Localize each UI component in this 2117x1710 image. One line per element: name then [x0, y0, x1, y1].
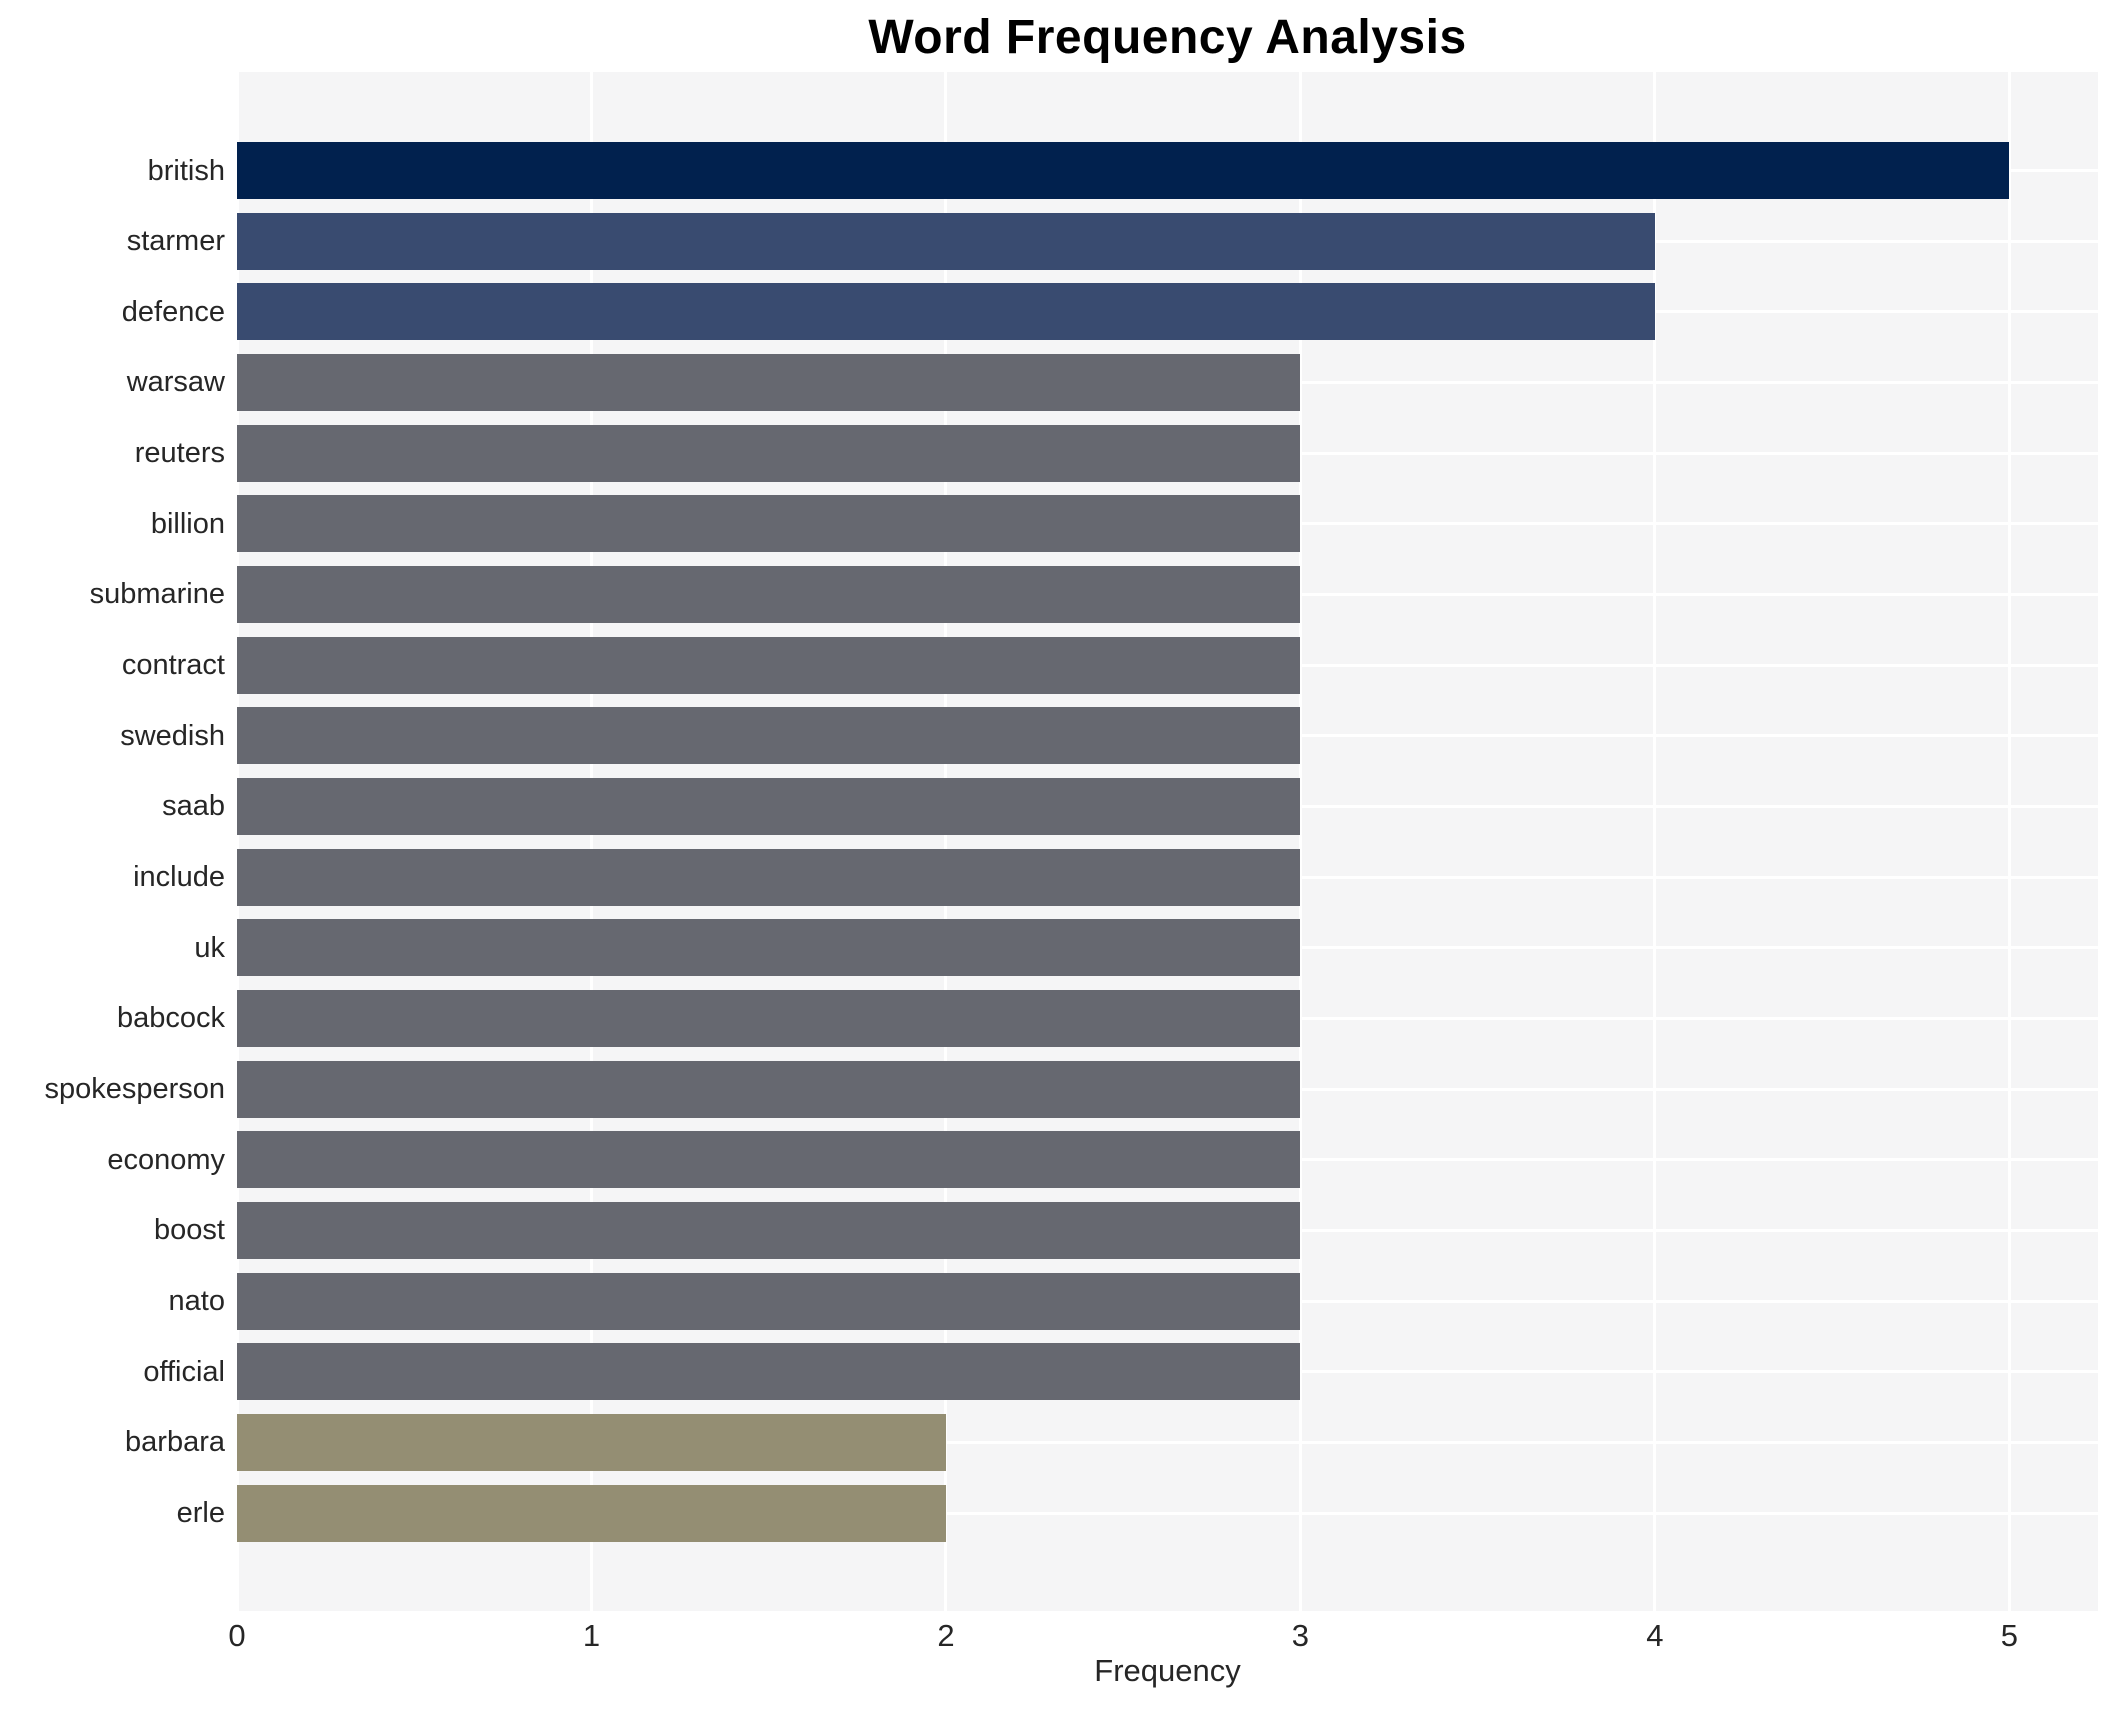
- y-axis-labels: british starmer defence warsaw reuters billio…: [0, 0, 225, 1710]
- y-tick-label: defence: [121, 295, 225, 328]
- y-tick-label: starmer: [126, 225, 225, 258]
- y-tick-label: billion: [150, 507, 225, 540]
- y-tick-label: contract: [121, 649, 225, 682]
- bar-billion: [237, 495, 1301, 553]
- bar-nato: [237, 1272, 1301, 1330]
- y-tick-label: uk: [194, 931, 225, 964]
- bar-economy: [237, 1131, 1301, 1189]
- vertical-gridline: [237, 72, 239, 1611]
- bar-defence: [237, 283, 1655, 341]
- x-tick-label: 2: [937, 1618, 955, 1653]
- bar-swedish: [237, 707, 1301, 765]
- y-tick-label: saab: [162, 790, 225, 823]
- x-axis-title: Frequency: [1094, 1653, 1241, 1688]
- y-tick-label: babcock: [116, 1002, 225, 1035]
- x-tick-label: 4: [1646, 1618, 1664, 1653]
- y-tick-label: economy: [107, 1143, 225, 1176]
- chart-title: Word Frequency Analysis: [868, 11, 1467, 64]
- bar-spokesperson: [237, 1060, 1301, 1118]
- bar-barbara: [237, 1413, 946, 1471]
- bar-reuters: [237, 424, 1301, 482]
- plot-area: [237, 72, 2098, 1611]
- bar-erle: [237, 1484, 946, 1542]
- bar-uk: [237, 919, 1301, 977]
- bar-starmer: [237, 212, 1655, 270]
- y-tick-label: warsaw: [126, 366, 225, 399]
- x-tick-label: 1: [582, 1618, 601, 1653]
- y-tick-label: spokesperson: [44, 1073, 225, 1106]
- bar-submarine: [237, 565, 1301, 623]
- bar-official: [237, 1343, 1301, 1401]
- bar-boost: [237, 1201, 1301, 1259]
- y-tick-label: boost: [154, 1214, 225, 1247]
- y-tick-label: submarine: [89, 578, 225, 611]
- y-tick-label: include: [133, 861, 225, 894]
- y-tick-label: barbara: [125, 1426, 225, 1459]
- bar-contract: [237, 636, 1301, 694]
- horizontal-gridline: [237, 1440, 2098, 1444]
- x-tick-label: 3: [1291, 1618, 1310, 1653]
- y-tick-label: swedish: [120, 719, 225, 752]
- vertical-gridline: [1653, 72, 1657, 1611]
- vertical-gridline: [1298, 72, 1302, 1611]
- bar-include: [237, 848, 1301, 906]
- bar-warsaw: [237, 353, 1301, 411]
- bar-british: [237, 142, 2010, 199]
- x-tick-label: 5: [2000, 1618, 2018, 1653]
- y-tick-label: official: [143, 1355, 225, 1388]
- bar-babcock: [237, 989, 1301, 1047]
- vertical-gridline: [2007, 72, 2011, 1611]
- vertical-gridline: [944, 72, 948, 1611]
- horizontal-gridline: [237, 1511, 2098, 1515]
- vertical-gridline: [589, 72, 593, 1611]
- y-tick-label: nato: [168, 1285, 225, 1318]
- y-tick-label: reuters: [134, 437, 225, 470]
- bar-saab: [237, 777, 1301, 835]
- x-tick-label: 0: [228, 1618, 246, 1653]
- y-tick-label: erle: [176, 1497, 225, 1530]
- y-tick-label: british: [147, 154, 225, 187]
